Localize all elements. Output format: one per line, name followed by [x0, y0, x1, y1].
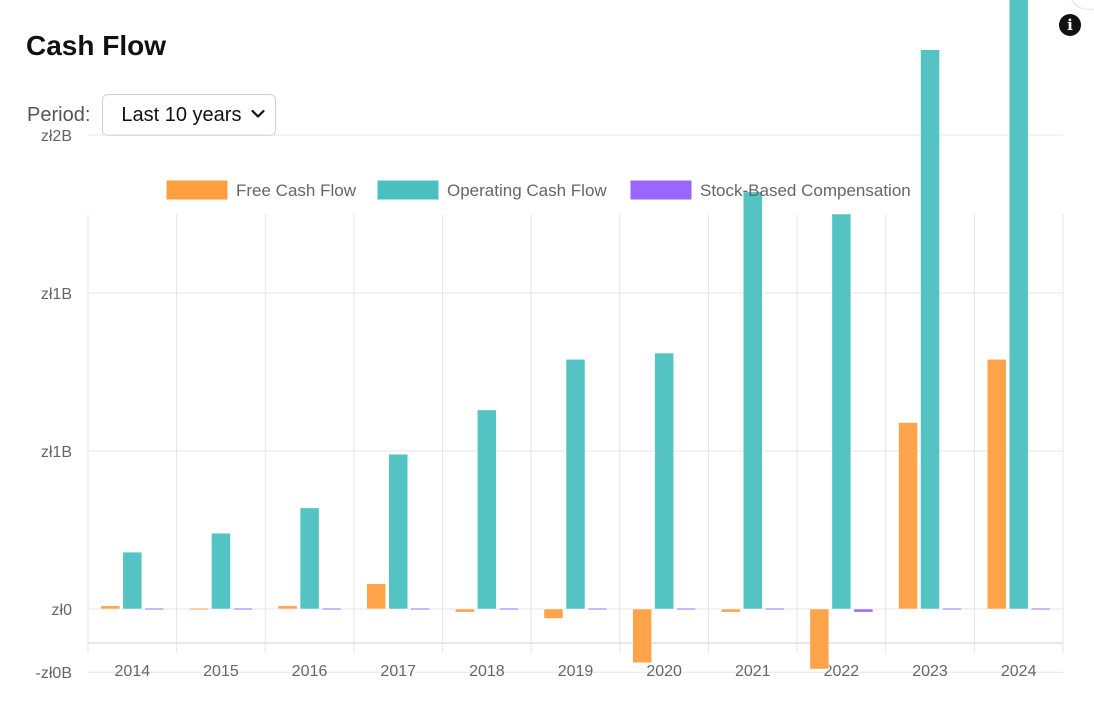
bar-fcf-2014[interactable]	[100, 605, 121, 610]
bar-ocf-2015[interactable]	[211, 532, 231, 610]
bar-ocf-2016[interactable]	[299, 507, 320, 610]
legend-label-ocf[interactable]: Operating Cash Flow	[447, 181, 607, 200]
period-select[interactable]: Last 10 years	[102, 94, 277, 136]
x-tick-label: 2021	[735, 663, 771, 680]
chevron-down-icon	[251, 109, 265, 118]
period-label: Period:	[27, 103, 91, 126]
x-tick-label: 2017	[380, 663, 416, 680]
x-tick-label: 2020	[646, 663, 682, 680]
x-tick-label: 2024	[1001, 663, 1037, 680]
bar-fcf-2017[interactable]	[366, 583, 386, 610]
legend-swatch-sbc[interactable]	[630, 180, 692, 200]
legend-label-sbc[interactable]: Stock-Based Compensation	[700, 181, 911, 200]
y-tick-label: zł1B	[41, 286, 72, 303]
bar-fcf-2019[interactable]	[543, 608, 564, 619]
x-tick-label: 2018	[469, 663, 505, 680]
bar-ocf-2022[interactable]	[831, 213, 852, 610]
bar-sbc-2024[interactable]	[1030, 608, 1051, 610]
x-tick-label: 2019	[558, 663, 594, 680]
bar-ocf-2019[interactable]	[565, 359, 586, 610]
bar-sbc-2019[interactable]	[587, 608, 608, 610]
bar-ocf-2020[interactable]	[654, 352, 674, 610]
bar-fcf-2024[interactable]	[986, 359, 1007, 610]
bar-fcf-2022[interactable]	[809, 608, 830, 670]
y-tick-label: zł2B	[41, 128, 72, 145]
bar-ocf-2017[interactable]	[388, 453, 408, 610]
bar-fcf-2021[interactable]	[721, 608, 741, 613]
bar-ocf-2021[interactable]	[743, 191, 763, 610]
bar-ocf-2023[interactable]	[920, 49, 940, 610]
y-tick-label: zł1B	[41, 444, 72, 461]
x-tick-label: 2022	[824, 663, 860, 680]
x-tick-label: 2016	[292, 663, 328, 680]
period-filter: Period: Last 10 years	[27, 93, 277, 137]
legend-swatch-ocf[interactable]	[377, 180, 439, 200]
bar-ocf-2024[interactable]	[1008, 0, 1029, 610]
x-tick-label: 2015	[203, 663, 239, 680]
legend-swatch-fcf[interactable]	[166, 180, 228, 200]
bar-fcf-2020[interactable]	[632, 608, 652, 663]
bar-sbc-2016[interactable]	[321, 608, 342, 610]
bar-fcf-2018[interactable]	[455, 608, 475, 613]
bar-fcf-2023[interactable]	[898, 422, 918, 610]
bar-sbc-2015[interactable]	[233, 608, 253, 610]
bar-sbc-2023[interactable]	[942, 608, 962, 610]
bar-sbc-2014[interactable]	[144, 608, 165, 610]
y-tick-label: zł0	[52, 602, 73, 619]
bar-ocf-2014[interactable]	[122, 551, 143, 610]
bar-fcf-2016[interactable]	[277, 605, 298, 610]
bar-sbc-2017[interactable]	[410, 608, 430, 610]
bar-fcf-2015[interactable]	[189, 608, 209, 610]
bar-sbc-2021[interactable]	[765, 608, 785, 610]
y-tick-label: -zł0B	[36, 665, 72, 682]
bar-sbc-2018[interactable]	[499, 608, 519, 610]
x-tick-label: 2023	[912, 663, 948, 680]
bar-ocf-2018[interactable]	[477, 409, 497, 610]
period-select-value: Last 10 years	[121, 103, 242, 126]
x-tick-label: 2014	[115, 663, 151, 680]
page-title: Cash Flow	[26, 30, 167, 61]
bar-sbc-2022[interactable]	[853, 608, 874, 613]
legend-label-fcf[interactable]: Free Cash Flow	[236, 181, 357, 200]
bar-sbc-2020[interactable]	[676, 608, 696, 610]
info-icon[interactable]: i	[1059, 14, 1081, 36]
